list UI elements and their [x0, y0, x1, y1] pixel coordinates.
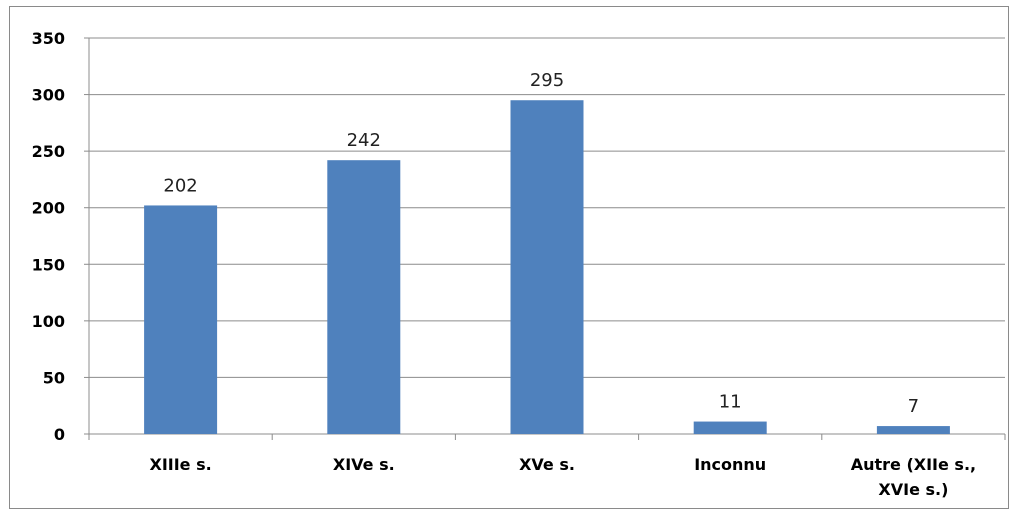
bar-2 — [510, 100, 584, 434]
data-label-3: 11 — [719, 392, 742, 413]
data-label-0: 202 — [163, 175, 197, 196]
y-tick-label-150: 150 — [32, 255, 65, 274]
y-tick-label-200: 200 — [32, 199, 65, 218]
y-tick-label-250: 250 — [32, 142, 65, 161]
x-tick-label-4-line-0: Autre (XIIe s., — [851, 455, 976, 474]
y-tick-label-100: 100 — [32, 312, 65, 331]
data-label-1: 242 — [347, 130, 381, 151]
x-tick-label-1: XIVe s. — [333, 455, 395, 474]
data-label-4: 7 — [908, 396, 919, 417]
y-tick-label-0: 0 — [54, 425, 65, 444]
bar-3 — [693, 421, 767, 434]
x-tick-label-3: Inconnu — [694, 455, 766, 474]
y-tick-label-50: 50 — [43, 368, 65, 387]
data-label-2: 295 — [530, 70, 564, 91]
x-tick-label-4-line-1: XVIe s.) — [878, 480, 948, 499]
y-tick-label-300: 300 — [32, 86, 65, 105]
bar-4 — [876, 426, 950, 434]
y-tick-label-350: 350 — [32, 29, 65, 48]
bar-1 — [327, 160, 401, 435]
x-tick-label-0: XIIIe s. — [149, 455, 211, 474]
bar-0 — [144, 205, 218, 434]
x-tick-label-2: XVe s. — [519, 455, 575, 474]
